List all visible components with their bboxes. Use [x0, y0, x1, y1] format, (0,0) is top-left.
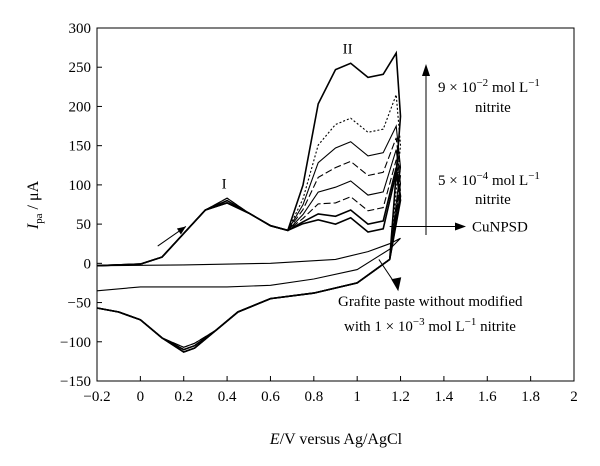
high-concentration-label: 9 × 10−2 mol L−1	[438, 77, 540, 96]
x-tick-label: 1.6	[478, 389, 497, 405]
x-tick-label: 0.6	[261, 389, 280, 405]
high-concentration-label-base: 9 × 10	[438, 80, 476, 96]
concentration-arrow-head	[422, 64, 430, 76]
y-tick-label: 100	[69, 178, 92, 194]
y-tick-label: 200	[69, 99, 92, 115]
grafite-label-line2: with 1 × 10−3 mol L−1 nitrite	[344, 316, 516, 335]
y-axis-title: Ipa / μA	[25, 180, 45, 230]
x-tick-label: 1.4	[435, 389, 454, 405]
grafite-paste-curve	[96, 237, 401, 292]
cunpsd-label: CuNPSD	[472, 219, 528, 235]
y-axis-title-slash: /	[25, 201, 42, 213]
x-tick-label: 2	[570, 389, 578, 405]
y-axis-title-sub: pa	[33, 213, 45, 224]
y-tick-label: 150	[69, 139, 92, 155]
y-axis-title-symbol: I	[25, 223, 42, 230]
grafite-label-suffix: nitrite	[476, 319, 516, 335]
cunpsd-arrow-head	[455, 222, 466, 231]
high-concentration-label-exp: −2	[476, 77, 488, 89]
y-tick-label: 300	[69, 21, 92, 37]
low-concentration-nitrite: nitrite	[475, 192, 511, 208]
x-axis-title-symbol: E	[269, 431, 280, 448]
y-tick-label: 0	[84, 256, 92, 272]
high-concentration-label-unit-exp: −1	[528, 77, 540, 89]
peak-I-label: I	[222, 177, 227, 193]
grafite-label-prefix: with 1 × 10	[344, 319, 413, 335]
peak-II-label: II	[343, 41, 353, 57]
y-axis-title-unit: μA	[25, 180, 42, 201]
x-tick-label: 0.4	[218, 389, 237, 405]
high-concentration-label-unit: mol L	[488, 80, 528, 96]
cv-curve	[96, 124, 402, 348]
low-concentration-label-exp: −4	[476, 170, 488, 182]
y-tick-label: −50	[68, 296, 91, 312]
x-tick-label: 1.2	[391, 389, 410, 405]
sweep-direction-arrow-head	[176, 226, 186, 235]
low-concentration-label: 5 × 10−4 mol L−1	[438, 170, 540, 189]
x-tick-label: 0.8	[304, 389, 323, 405]
low-concentration-label-base: 5 × 10	[438, 173, 476, 189]
cv-curve	[96, 172, 402, 351]
voltammogram-curves	[96, 50, 402, 353]
low-concentration-label-unit-exp: −1	[528, 170, 540, 182]
x-tick-label: −0.2	[83, 389, 110, 405]
x-tick-label: 0	[137, 389, 145, 405]
grafite-label-unit-exp: −1	[465, 316, 477, 328]
x-axis-title-rest: /V versus Ag/AgCl	[280, 431, 403, 448]
x-axis-title: E/V versus Ag/AgCl	[269, 431, 403, 448]
x-tick-label: 1.8	[521, 389, 540, 405]
plot-area: −0.2 0 0.2 0.4 0.6 0.8 1 1.2 1.4 1.6 1.8 2−150−100−…	[60, 21, 578, 405]
y-tick-label: −150	[60, 374, 91, 390]
grafite-arrow-head	[391, 277, 402, 292]
x-tick-label: 1	[353, 389, 361, 405]
y-tick-label: −100	[60, 335, 91, 351]
axis-ticks: −0.2 0 0.2 0.4 0.6 0.8 1 1.2 1.4 1.6 1.8 2−150−100−…	[60, 21, 578, 405]
cv-curve	[96, 159, 402, 348]
grafite-label-unit: mol L	[425, 319, 465, 335]
plot-frame	[96, 27, 575, 382]
y-tick-label: 50	[76, 217, 91, 233]
x-tick-label: 0.2	[174, 389, 193, 405]
cv-curve	[96, 167, 402, 353]
high-concentration-nitrite: nitrite	[475, 100, 511, 116]
grafite-label-line1: Grafite paste without modified	[338, 294, 523, 310]
y-tick-label: 250	[69, 60, 92, 76]
grafite-label-exp: −3	[413, 316, 425, 328]
low-concentration-label-unit: mol L	[488, 173, 528, 189]
